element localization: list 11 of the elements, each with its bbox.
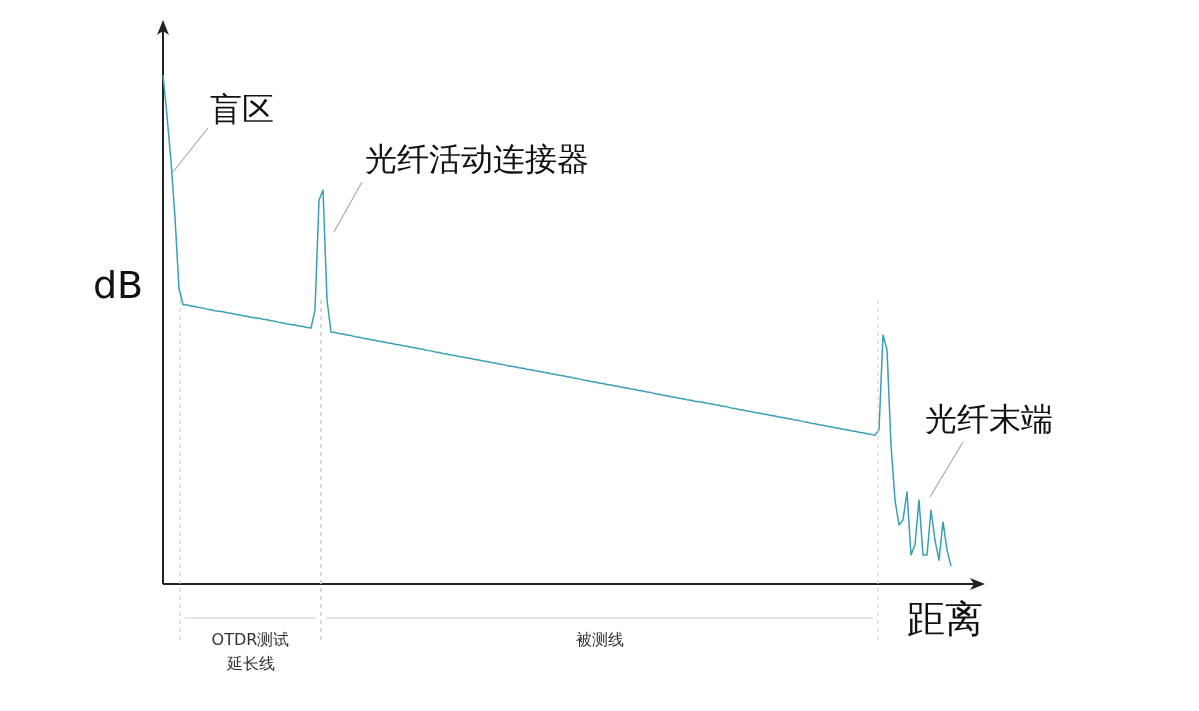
y-axis-title: dB [92,263,144,307]
annotation: 光纤活动连接器 [333,140,589,233]
annotation: 光纤末端 [925,400,1053,438]
text: 被测线 [575,630,624,649]
annotation: 盲区 [172,90,274,173]
annotation: 被测线 [320,299,879,649]
annotation: 光纤活动连接器 [365,140,589,178]
annotation: 盲区 [210,90,274,128]
annotation: 光纤末端 [925,400,1053,498]
x-axis-title: 距离 [907,597,983,641]
annotation: OTDR测试延长线 [179,299,322,673]
